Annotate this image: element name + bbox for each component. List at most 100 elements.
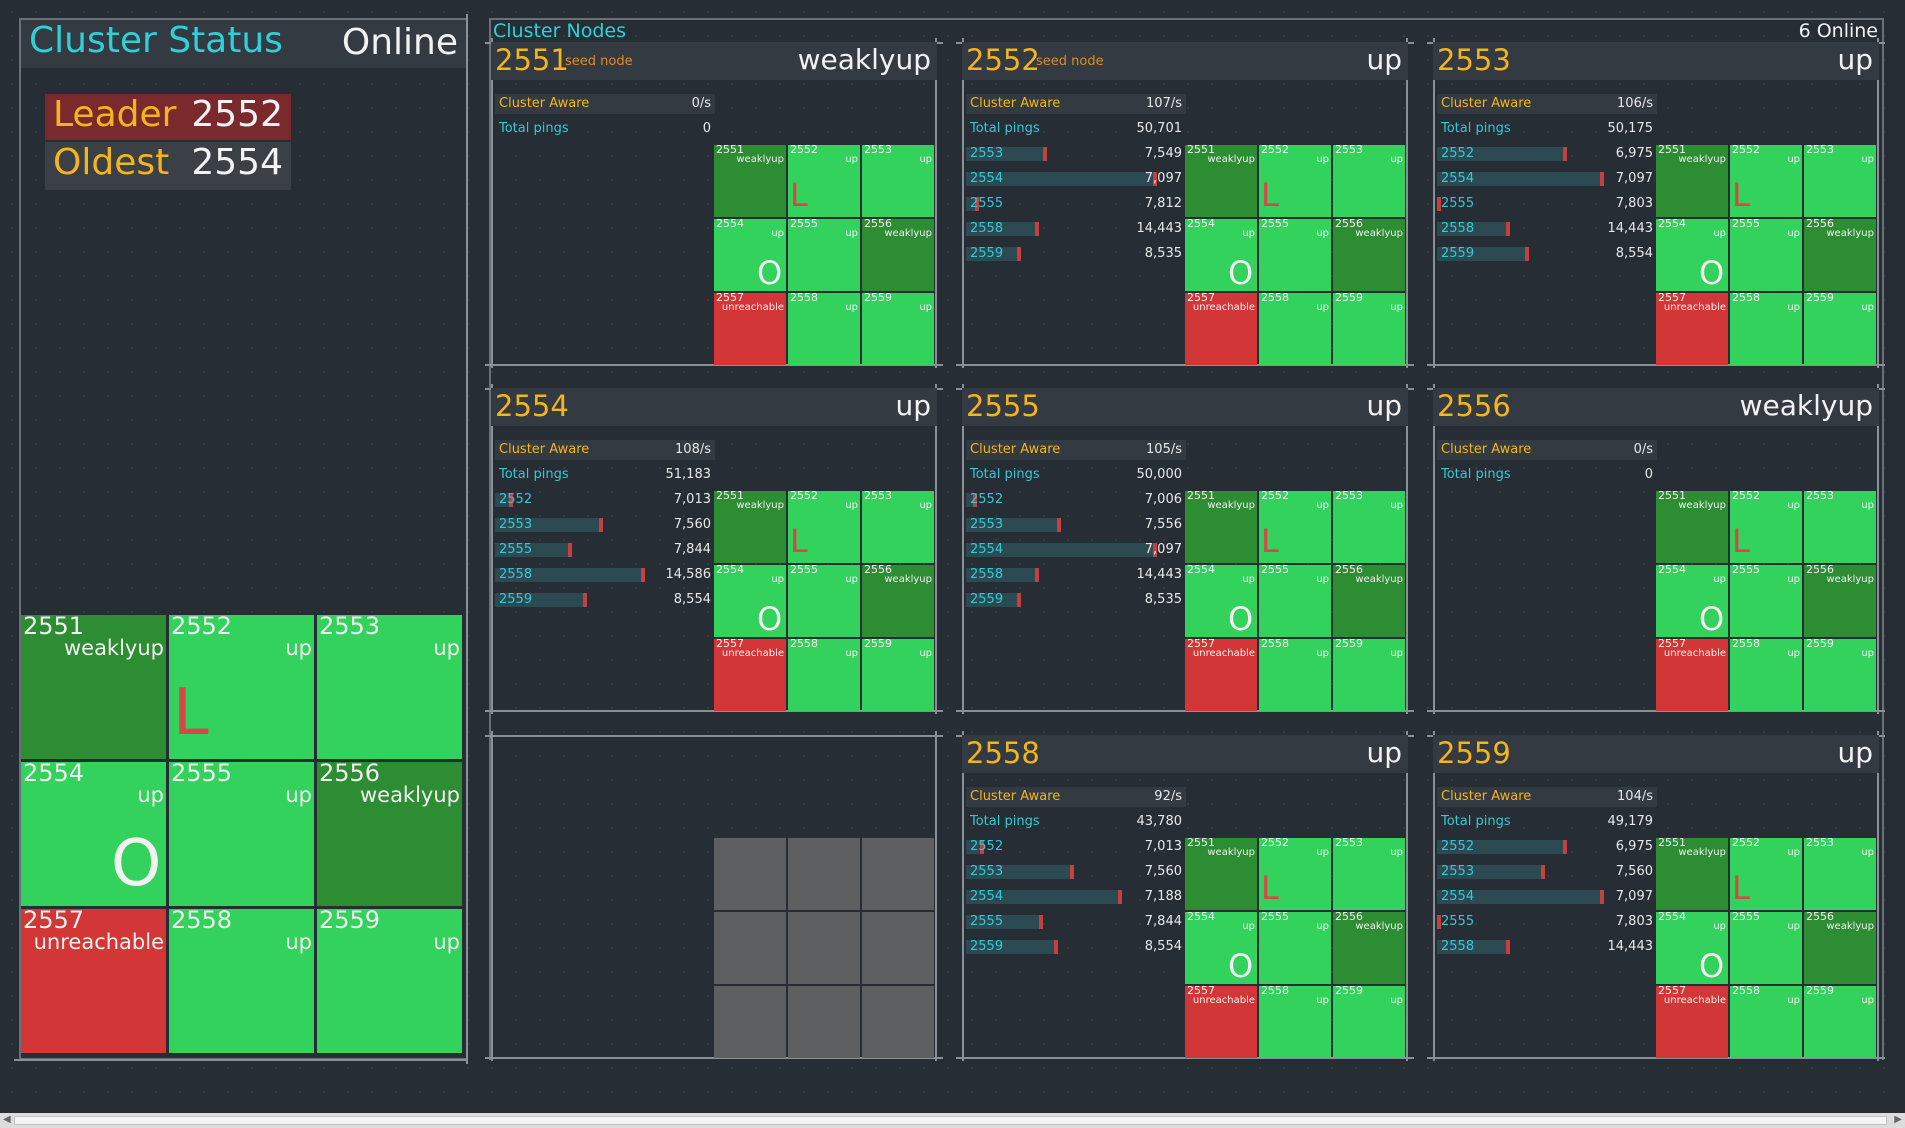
node-cell-2556[interactable]: 2556 weaklyup — [1333, 219, 1405, 291]
node-cell-2553[interactable]: 2553 up — [862, 491, 934, 563]
node-cell-2556[interactable] — [862, 912, 934, 984]
node-cell-2553[interactable]: 2553 up — [1333, 491, 1405, 563]
ping-node: 2554 — [970, 542, 1004, 557]
node-cell-status: up — [1861, 302, 1874, 313]
node-cell-2556[interactable]: 2556 weaklyup — [1804, 219, 1876, 291]
scroll-right-icon[interactable]: ▶ — [1894, 1114, 1902, 1125]
panel-divider — [935, 384, 937, 714]
node-cell-2557[interactable]: 2557 unreachable — [1656, 986, 1728, 1058]
node-cell-2551[interactable]: 2551 weaklyup — [1656, 145, 1728, 217]
node-cell-2551[interactable] — [714, 838, 786, 910]
node-cell-2557[interactable]: 2557 unreachable — [1185, 986, 1257, 1058]
node-cell-2552[interactable]: 2552 up L — [169, 615, 314, 759]
node-cell-2552[interactable] — [788, 838, 860, 910]
node-cell-2556[interactable]: 2556 weaklyup — [317, 762, 462, 906]
node-cell-2553[interactable]: 2553 up — [1804, 145, 1876, 217]
node-cell-2554[interactable]: 2554 up O — [1185, 912, 1257, 984]
node-cell-2556[interactable]: 2556 weaklyup — [1804, 912, 1876, 984]
node-cell-2551[interactable]: 2551 weaklyup — [714, 145, 786, 217]
node-cell-2554[interactable]: 2554 up O — [714, 565, 786, 637]
node-cell-2555[interactable]: 2555 up — [169, 762, 314, 906]
node-cell-2553[interactable]: 2553 up — [317, 615, 462, 759]
horizontal-scrollbar[interactable]: ◀ ▶ — [0, 1113, 1905, 1128]
node-cell-2554[interactable]: 2554 up O — [21, 762, 166, 906]
node-cell-2559[interactable]: 2559 up — [1804, 639, 1876, 711]
scroll-left-icon[interactable]: ◀ — [3, 1114, 11, 1125]
node-cell-2553[interactable]: 2553 up — [1804, 838, 1876, 910]
node-cell-2559[interactable]: 2559 up — [317, 909, 462, 1053]
node-cell-2554[interactable]: 2554 up O — [1185, 219, 1257, 291]
node-cell-2556[interactable]: 2556 weaklyup — [862, 565, 934, 637]
node-cell-2558[interactable]: 2558 up — [1259, 639, 1331, 711]
node-cell-2558[interactable]: 2558 up — [1730, 293, 1802, 365]
node-cell-2554[interactable]: 2554 up O — [1656, 912, 1728, 984]
node-cell-2557[interactable]: 2557 unreachable — [1185, 293, 1257, 365]
node-cell-2556[interactable]: 2556 weaklyup — [862, 219, 934, 291]
node-cell-2555[interactable]: 2555 up — [1730, 565, 1802, 637]
node-cell-2552[interactable]: 2552 up L — [1259, 838, 1331, 910]
node-cell-2552[interactable]: 2552 up L — [1730, 491, 1802, 563]
node-cell-2558[interactable]: 2558 up — [788, 293, 860, 365]
node-cell-2556[interactable]: 2556 weaklyup — [1804, 565, 1876, 637]
node-cell-2551[interactable]: 2551 weaklyup — [1185, 491, 1257, 563]
node-cell-2555[interactable]: 2555 up — [1730, 912, 1802, 984]
node-cell-2555[interactable]: 2555 up — [788, 219, 860, 291]
node-cell-2559[interactable]: 2559 up — [862, 639, 934, 711]
node-cell-2551[interactable]: 2551 weaklyup — [1185, 145, 1257, 217]
node-cell-2557[interactable]: 2557 unreachable — [1185, 639, 1257, 711]
mini-node-grid: 2551 weaklyup 2552 up L 2553 up 2554 up O 2555 up 25… — [1656, 491, 1877, 711]
node-cell-2554[interactable]: 2554 up O — [1656, 219, 1728, 291]
node-cell-2557[interactable]: 2557 unreachable — [1656, 639, 1728, 711]
node-cell-2558[interactable]: 2558 up — [788, 639, 860, 711]
node-cell-2553[interactable]: 2553 up — [1804, 491, 1876, 563]
node-cell-2558[interactable]: 2558 up — [169, 909, 314, 1053]
node-cell-2551[interactable]: 2551 weaklyup — [1656, 491, 1728, 563]
node-cell-2559[interactable]: 2559 up — [1333, 639, 1405, 711]
panel-node-id: 2559 — [1437, 736, 1511, 770]
node-cell-2555[interactable]: 2555 up — [1259, 565, 1331, 637]
node-cell-2551[interactable]: 2551 weaklyup — [714, 491, 786, 563]
node-cell-2552[interactable]: 2552 up L — [1259, 491, 1331, 563]
node-cell-2557[interactable]: 2557 unreachable — [1656, 293, 1728, 365]
node-cell-2553[interactable]: 2553 up — [1333, 145, 1405, 217]
node-cell-2552[interactable]: 2552 up L — [1730, 145, 1802, 217]
node-cell-2553[interactable]: 2553 up — [862, 145, 934, 217]
node-cell-2559[interactable]: 2559 up — [1333, 986, 1405, 1058]
node-cell-2554[interactable]: 2554 up O — [714, 219, 786, 291]
node-cell-2558[interactable] — [788, 986, 860, 1058]
node-cell-2551[interactable]: 2551 weaklyup — [1656, 838, 1728, 910]
node-cell-2552[interactable]: 2552 up L — [788, 145, 860, 217]
node-cell-2557[interactable]: 2557 unreachable — [714, 293, 786, 365]
node-cell-2552[interactable]: 2552 up L — [1259, 145, 1331, 217]
node-cell-2551[interactable]: 2551 weaklyup — [21, 615, 166, 759]
node-cell-2555[interactable]: 2555 up — [1730, 219, 1802, 291]
node-cell-2559[interactable]: 2559 up — [1804, 986, 1876, 1058]
node-cell-2558[interactable]: 2558 up — [1730, 639, 1802, 711]
node-cell-2556[interactable]: 2556 weaklyup — [1333, 912, 1405, 984]
node-cell-2554[interactable]: 2554 up O — [1185, 565, 1257, 637]
node-cell-2555[interactable] — [788, 912, 860, 984]
node-cell-2559[interactable]: 2559 up — [1333, 293, 1405, 365]
node-cell-2558[interactable]: 2558 up — [1259, 293, 1331, 365]
node-cell-2553[interactable] — [862, 838, 934, 910]
node-cell-2557[interactable] — [714, 986, 786, 1058]
leader-mark: L — [173, 676, 209, 750]
node-cell-2555[interactable]: 2555 up — [788, 565, 860, 637]
node-cell-2554[interactable]: 2554 up O — [1656, 565, 1728, 637]
node-cell-2551[interactable]: 2551 weaklyup — [1185, 838, 1257, 910]
node-cell-2555[interactable]: 2555 up — [1259, 912, 1331, 984]
node-cell-2554[interactable] — [714, 912, 786, 984]
node-cell-2559[interactable]: 2559 up — [1804, 293, 1876, 365]
node-cell-2559[interactable] — [862, 986, 934, 1058]
node-cell-2556[interactable]: 2556 weaklyup — [1333, 565, 1405, 637]
node-cell-2558[interactable]: 2558 up — [1730, 986, 1802, 1058]
node-cell-2552[interactable]: 2552 up L — [788, 491, 860, 563]
node-cell-2557[interactable]: 2557 unreachable — [714, 639, 786, 711]
node-cell-2557[interactable]: 2557 unreachable — [21, 909, 166, 1053]
node-cell-2555[interactable]: 2555 up — [1259, 219, 1331, 291]
node-cell-2559[interactable]: 2559 up — [862, 293, 934, 365]
node-cell-2553[interactable]: 2553 up — [1333, 838, 1405, 910]
node-cell-2558[interactable]: 2558 up — [1259, 986, 1331, 1058]
scrollbar-thumb[interactable] — [14, 1116, 1887, 1125]
node-cell-2552[interactable]: 2552 up L — [1730, 838, 1802, 910]
